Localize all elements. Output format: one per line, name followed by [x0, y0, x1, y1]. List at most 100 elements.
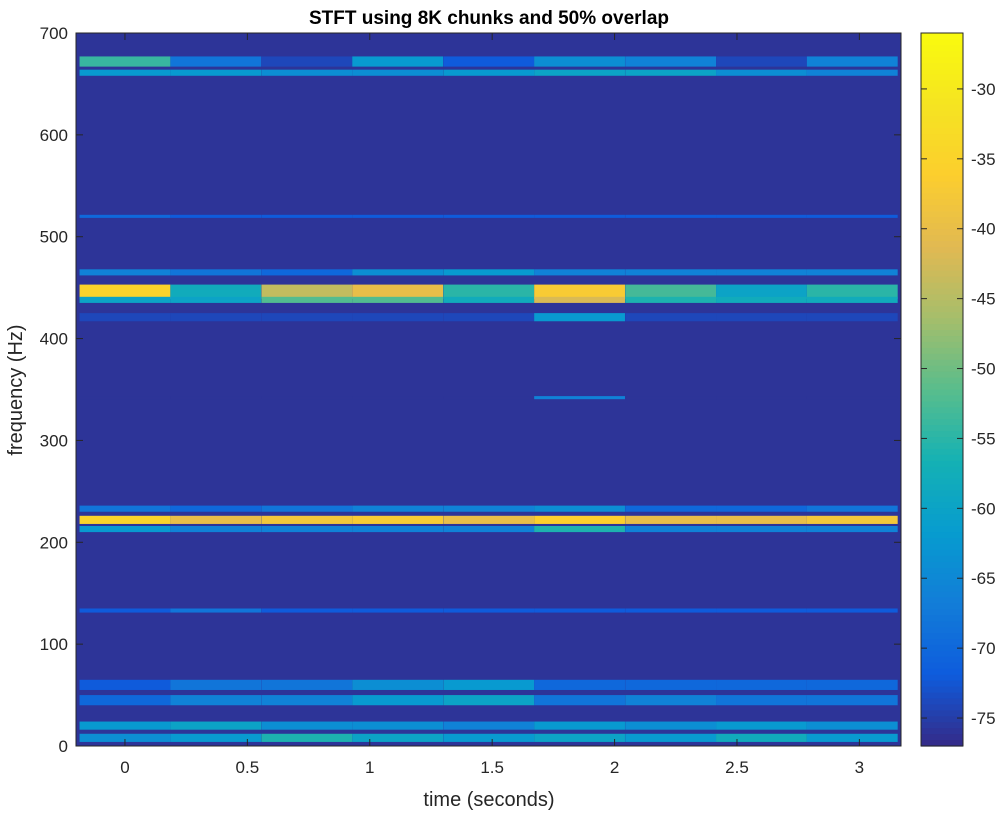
colorbar-tick-label: -35 [971, 150, 996, 169]
spectrogram-cell-band4-t8 [806, 313, 898, 322]
spectrogram-cell-band9-t4 [443, 679, 535, 690]
spectrogram-cell-band5-t3 [352, 269, 444, 276]
colorbar-strip [921, 395, 963, 402]
spectrogram-cell-band2-t4 [443, 284, 535, 299]
spectrogram-cell-band8-t4 [443, 505, 535, 512]
spectrogram-cell-band11-t8 [806, 721, 898, 730]
colorbar-strip [921, 264, 963, 272]
spectrogram-cell-band9-t1 [170, 679, 262, 690]
colorbar-strip [921, 716, 963, 723]
spectrogram-cell-band6-t2 [261, 515, 353, 524]
spectrogram-cell-band3-t7 [716, 296, 807, 303]
spectrogram-cell-band14-t5 [534, 396, 625, 400]
spectrogram-cell-band6-t8 [806, 515, 898, 524]
spectrogram-cell-band8-t6 [625, 505, 717, 512]
y-tick-label: 0 [59, 737, 68, 756]
spectrogram-cell-band13-t4 [443, 608, 535, 613]
spectrogram-cell-band2-t6 [625, 284, 717, 299]
x-axis-label: time (seconds) [423, 789, 554, 811]
spectrogram-cell-band0-t1 [170, 56, 262, 67]
spectrogram-cell-band11-t2 [261, 721, 353, 730]
colorbar-strip [921, 740, 963, 747]
spectrogram-cell-band13-t7 [716, 608, 807, 613]
spectrogram-cell-band3-t0 [79, 296, 171, 303]
spectrogram-cell-band14-t8 [806, 396, 898, 400]
colorbar-strip [921, 252, 963, 260]
colorbar-strip [921, 181, 963, 189]
colorbar-strip [921, 110, 963, 117]
spectrogram-cell-band11-t6 [625, 721, 717, 730]
spectrogram-cell-band6-t6 [625, 515, 717, 524]
y-tick-label: 600 [40, 126, 68, 145]
spectrogram-cell-band10-t1 [170, 695, 262, 706]
colorbar-ticks: -30 -35 -40 -45 -50 -55 -60 -65 -70 -75 [921, 80, 996, 728]
spectrogram-cell-band4-t1 [170, 313, 262, 322]
y-tick-label: 100 [40, 635, 68, 654]
spectrogram-cell-band7-t4 [443, 525, 535, 533]
spectrogram-cell-band6-t4 [443, 515, 535, 524]
colorbar-strip [921, 692, 963, 700]
colorbar-strip [921, 734, 963, 741]
spectrogram-cell-band13-t5 [534, 608, 625, 613]
spectrogram-cell-band0-t5 [534, 56, 625, 67]
spectrogram-cell-band3-t6 [625, 296, 717, 303]
spectrogram-cell-band13-t0 [79, 608, 171, 613]
spectrogram-cell-band0-t7 [716, 56, 807, 67]
colorbar-tick-label: -30 [971, 80, 996, 99]
spectrogram-cell-band1-t0 [79, 69, 171, 76]
colorbar-strip [921, 508, 963, 515]
colorbar-strip [921, 139, 963, 147]
spectrogram-cell-band6-t5 [534, 515, 625, 524]
y-axis-ticks: 0 100 200 300 400 500 600 700 [40, 24, 901, 756]
colorbar-strip [921, 579, 963, 587]
spectrogram-cell-band5-t6 [625, 269, 717, 276]
colorbar-strip [921, 86, 963, 94]
spectrogram-cell-band7-t0 [79, 525, 171, 533]
colorbar-strip [921, 662, 963, 670]
spectrogram-cell-band11-t4 [443, 721, 535, 730]
spectrogram-cell-band1-t2 [261, 69, 353, 76]
x-tick-label: 0.5 [236, 758, 260, 777]
spectrogram-cell-band11-t5 [534, 721, 625, 730]
spectrogram-cell-band8-t0 [79, 505, 171, 512]
spectrogram-cell-band5-t4 [443, 269, 535, 276]
spectrogram-cell-band0-t8 [806, 56, 898, 67]
colorbar-strip [921, 347, 963, 355]
colorbar-strip [921, 603, 963, 610]
spectrogram-cell-band2-t0 [79, 284, 171, 299]
spectrogram-cell-band14-t1 [170, 396, 262, 400]
colorbar-strip [921, 134, 963, 141]
colorbar-strip [921, 704, 963, 711]
spectrogram-cell-band1-t4 [443, 69, 535, 76]
spectrogram-cell-band15-t8 [806, 214, 898, 218]
x-tick-label: 3 [855, 758, 864, 777]
spectrogram-cell-band9-t8 [806, 679, 898, 690]
spectrogram-cell-band7-t2 [261, 525, 353, 533]
colorbar-strip [921, 543, 963, 551]
spectrogram-cell-band4-t7 [716, 313, 807, 322]
spectrogram-cell-band13-t2 [261, 608, 353, 613]
colorbar-strip [921, 650, 963, 658]
colorbar-strip [921, 437, 963, 444]
colorbar-strip [921, 407, 963, 414]
y-tick-label: 400 [40, 330, 68, 349]
colorbar-strip [921, 169, 963, 177]
spectrogram-cell-band7-t6 [625, 525, 717, 533]
colorbar-strip [921, 240, 963, 248]
spectrogram-cell-band14-t0 [79, 396, 171, 400]
colorbar-strip [921, 686, 963, 694]
colorbar-strip [921, 68, 963, 76]
colorbar-strip [921, 627, 963, 634]
spectrogram-cell-band3-t4 [443, 296, 535, 303]
spectrogram-cell-band6-t3 [352, 515, 444, 524]
colorbar-strip [921, 62, 963, 70]
colorbar-strip [921, 122, 963, 129]
spectrogram-cell-band4-t4 [443, 313, 535, 322]
colorbar-strip [921, 496, 963, 503]
colorbar-strip [921, 514, 963, 521]
colorbar-strip [921, 431, 963, 438]
spectrogram-cell-band11-t3 [352, 721, 444, 730]
colorbar-strip [921, 175, 963, 183]
colorbar-strip [921, 235, 963, 242]
